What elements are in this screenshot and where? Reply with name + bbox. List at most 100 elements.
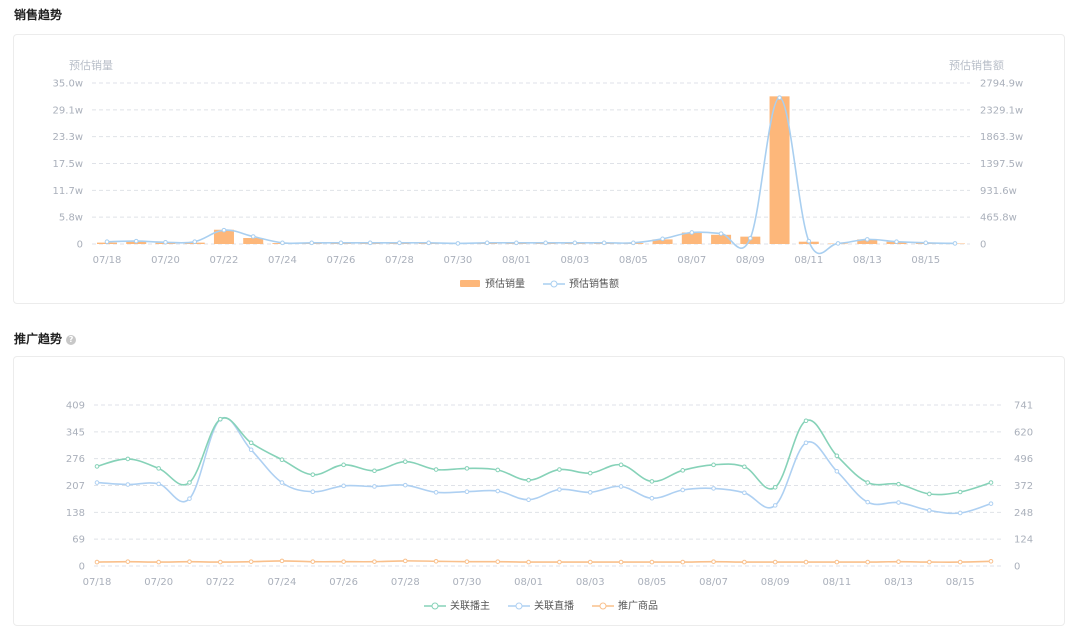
point-linked-streamers[interactable] — [803, 418, 809, 424]
point-linked-streamers[interactable] — [772, 484, 778, 490]
point-linked-lives[interactable] — [803, 440, 809, 446]
point-linked-lives[interactable] — [125, 482, 131, 487]
point-linked-lives[interactable] — [865, 499, 870, 505]
point-sales-amount[interactable] — [631, 240, 636, 246]
point-promoted-products[interactable] — [248, 559, 254, 564]
bar-sales-volume[interactable] — [681, 232, 702, 245]
point-linked-streamers[interactable] — [865, 480, 870, 485]
point-linked-lives[interactable] — [279, 480, 285, 485]
point-promoted-products[interactable] — [587, 559, 593, 565]
point-linked-streamers[interactable] — [341, 462, 346, 468]
bar-sales-volume[interactable] — [652, 239, 673, 244]
point-promoted-products[interactable] — [803, 559, 809, 565]
point-promoted-products[interactable] — [649, 559, 655, 565]
point-sales-amount[interactable] — [397, 240, 402, 246]
point-linked-lives[interactable] — [187, 496, 192, 501]
point-sales-amount[interactable] — [952, 241, 958, 246]
point-linked-streamers[interactable] — [156, 466, 161, 471]
point-linked-streamers[interactable] — [372, 468, 377, 474]
bar-sales-volume[interactable] — [857, 239, 878, 244]
point-linked-lives[interactable] — [988, 501, 994, 506]
point-linked-streamers[interactable] — [187, 480, 192, 485]
point-sales-amount[interactable] — [426, 240, 431, 246]
point-sales-amount[interactable] — [221, 227, 227, 233]
point-linked-lives[interactable] — [896, 500, 901, 505]
point-promoted-products[interactable] — [433, 558, 439, 564]
point-linked-streamers[interactable] — [957, 489, 963, 495]
point-linked-streamers[interactable] — [279, 457, 285, 463]
point-linked-streamers[interactable] — [834, 453, 840, 459]
point-promoted-products[interactable] — [957, 559, 963, 565]
point-linked-lives[interactable] — [680, 487, 686, 493]
point-linked-lives[interactable] — [526, 497, 531, 503]
point-promoted-products[interactable] — [680, 559, 686, 565]
point-linked-streamers[interactable] — [464, 466, 470, 471]
point-promoted-products[interactable] — [187, 559, 192, 564]
legend-item-sales-volume[interactable]: 预估销量 — [460, 277, 525, 290]
point-linked-lives[interactable] — [618, 484, 624, 489]
point-sales-amount[interactable] — [748, 235, 753, 241]
point-linked-streamers[interactable] — [711, 462, 716, 468]
sales-trend-chart[interactable]: 预估销量 预估销售额 0 5.8w 11.7w 17.5w 23.3w 29.1w 35.0… — [14, 35, 1064, 303]
point-promoted-products[interactable] — [341, 559, 346, 564]
point-promoted-products[interactable] — [711, 559, 716, 564]
point-sales-amount[interactable] — [601, 240, 607, 246]
point-sales-amount[interactable] — [543, 240, 548, 246]
legend-item-linked-streamers[interactable]: 关联播主 — [424, 599, 490, 612]
point-sales-amount[interactable] — [835, 241, 841, 246]
question-circle-icon[interactable]: ? — [66, 334, 77, 345]
point-promoted-products[interactable] — [125, 559, 131, 564]
point-promoted-products[interactable] — [557, 559, 562, 565]
point-promoted-products[interactable] — [495, 559, 501, 564]
bar-sales-volume[interactable] — [769, 96, 790, 244]
bar-sales-volume[interactable] — [213, 229, 234, 244]
point-sales-amount[interactable] — [572, 240, 578, 246]
point-linked-lives[interactable] — [433, 490, 439, 495]
point-sales-amount[interactable] — [864, 237, 870, 242]
point-linked-lives[interactable] — [94, 480, 100, 485]
point-promoted-products[interactable] — [988, 558, 994, 564]
point-sales-amount[interactable] — [192, 239, 198, 244]
point-promoted-products[interactable] — [772, 559, 778, 565]
point-sales-amount[interactable] — [689, 230, 695, 235]
point-linked-streamers[interactable] — [248, 440, 254, 446]
point-promoted-products[interactable] — [927, 559, 932, 565]
point-linked-lives[interactable] — [495, 488, 501, 494]
point-promoted-products[interactable] — [618, 559, 624, 565]
point-linked-streamers[interactable] — [94, 464, 100, 469]
point-promoted-products[interactable] — [402, 558, 408, 564]
point-promoted-products[interactable] — [526, 559, 531, 565]
point-linked-lives[interactable] — [341, 483, 346, 489]
point-promoted-products[interactable] — [834, 559, 840, 565]
point-sales-amount[interactable] — [484, 240, 490, 246]
legend-item-linked-lives[interactable]: 关联直播 — [508, 599, 574, 612]
point-sales-amount[interactable] — [455, 241, 461, 246]
point-linked-lives[interactable] — [372, 484, 377, 489]
bar-sales-volume[interactable] — [243, 238, 264, 244]
point-linked-streamers[interactable] — [557, 467, 562, 472]
point-promoted-products[interactable] — [310, 559, 316, 564]
point-sales-amount[interactable] — [250, 234, 256, 239]
point-linked-streamers[interactable] — [927, 491, 932, 497]
point-sales-amount[interactable] — [660, 236, 665, 242]
point-linked-streamers[interactable] — [988, 480, 994, 485]
point-linked-lives[interactable] — [464, 489, 470, 494]
point-linked-streamers[interactable] — [680, 468, 686, 473]
point-linked-lives[interactable] — [927, 508, 932, 513]
point-sales-amount[interactable] — [133, 238, 139, 244]
point-linked-streamers[interactable] — [125, 456, 131, 462]
point-promoted-products[interactable] — [372, 559, 377, 564]
point-promoted-products[interactable] — [742, 559, 747, 565]
point-linked-streamers[interactable] — [896, 481, 901, 487]
point-linked-streamers[interactable] — [618, 462, 624, 468]
point-linked-streamers[interactable] — [495, 467, 501, 473]
point-promoted-products[interactable] — [896, 559, 901, 564]
point-sales-amount[interactable] — [718, 231, 724, 236]
point-sales-amount[interactable] — [280, 240, 285, 246]
point-sales-amount[interactable] — [514, 240, 519, 246]
point-linked-lives[interactable] — [711, 486, 716, 491]
point-linked-streamers[interactable] — [433, 467, 439, 472]
point-promoted-products[interactable] — [865, 559, 870, 565]
point-linked-lives[interactable] — [156, 481, 161, 487]
point-linked-lives[interactable] — [402, 482, 408, 488]
